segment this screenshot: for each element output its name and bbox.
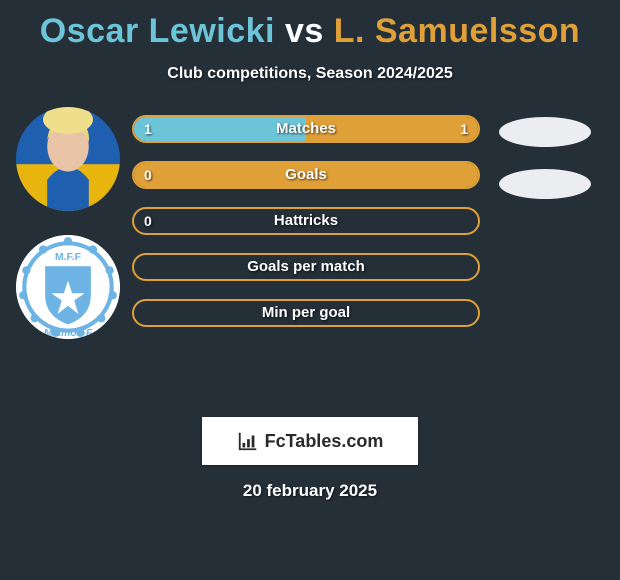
stat-value-left: 0: [144, 163, 152, 187]
page-title: Oscar Lewicki vs L. Samuelsson: [0, 0, 620, 51]
player1-avatar: [16, 107, 120, 211]
title-player1: Oscar Lewicki: [40, 12, 275, 50]
club-crest-svg: M.F.F Malmö FF: [16, 235, 120, 339]
brand-text: FcTables.com: [265, 431, 384, 452]
stat-label: Matches: [134, 117, 478, 141]
stat-row: Goals per match: [132, 253, 480, 281]
player2-crest-placeholder: [499, 169, 591, 199]
player1-avatar-svg: [16, 107, 120, 211]
chart-icon: [237, 430, 259, 452]
stat-label: Hattricks: [134, 209, 478, 233]
title-player2: L. Samuelsson: [334, 12, 580, 50]
subtitle: Club competitions, Season 2024/2025: [0, 65, 620, 83]
stat-value-right: 1: [460, 117, 468, 141]
left-column: M.F.F Malmö FF: [8, 107, 128, 363]
stat-value-left: 1: [144, 117, 152, 141]
title-vs: vs: [285, 12, 324, 50]
stat-row: Hattricks0: [132, 207, 480, 235]
stat-row: Matches1 1: [132, 115, 480, 143]
crest-bottom-text: Malmö FF: [44, 328, 93, 339]
right-column: [490, 117, 600, 221]
player2-avatar-placeholder: [499, 117, 591, 147]
stat-row: Goals0: [132, 161, 480, 189]
date-label: 20 february 2025: [0, 481, 620, 501]
stat-label: Min per goal: [134, 301, 478, 325]
club-crest: M.F.F Malmö FF: [16, 235, 120, 339]
stat-row: Min per goal: [132, 299, 480, 327]
stat-bars: Matches11Goals0Hattricks0Goals per match…: [132, 115, 480, 345]
stat-value-left: 0: [144, 209, 152, 233]
brand-badge: FcTables.com: [202, 417, 418, 465]
crest-top-text: M.F.F: [55, 252, 81, 263]
stat-label: Goals: [134, 163, 478, 187]
comparison-content: M.F.F Malmö FF Matches11Goals0Hattricks0…: [0, 111, 620, 411]
stat-label: Goals per match: [134, 255, 478, 279]
